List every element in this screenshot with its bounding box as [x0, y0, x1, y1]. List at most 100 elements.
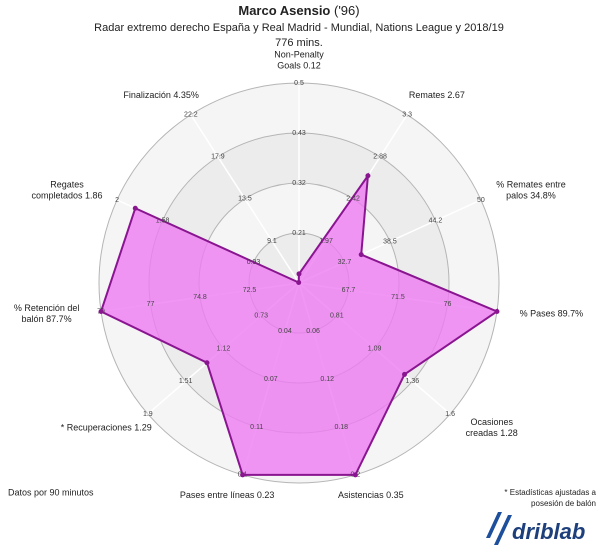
tick-label: 0.32 — [292, 180, 306, 187]
vertex — [296, 271, 302, 277]
tick-label: 0.73 — [254, 313, 268, 320]
tick-label: 13.5 — [238, 196, 252, 203]
tick-label: 71.5 — [391, 294, 405, 301]
value-label: 0.35 — [386, 490, 404, 500]
axis-label-line: Finalización — [123, 91, 171, 101]
tick-label: 0.93 — [247, 259, 261, 266]
value-label: 0.23 — [257, 490, 275, 500]
subtitle: Radar extremo derecho España y Real Madr… — [94, 22, 504, 34]
tick-label: 50 — [477, 197, 485, 204]
tick-label: 0.12 — [320, 376, 334, 383]
tick-label: 0.06 — [306, 328, 320, 335]
value-label: 2.67 — [447, 91, 465, 101]
tick-label: 32.7 — [338, 259, 352, 266]
vertex — [352, 472, 358, 478]
value-label: 1.86 — [85, 191, 103, 201]
vertex — [296, 280, 302, 286]
brand-logo — [486, 512, 512, 545]
axis-label: % Retención del balón 87.7% — [14, 303, 80, 324]
axis-label: Non-Penalty Goals 0.12 — [274, 50, 324, 71]
note-left: Datos por 90 minutos — [8, 487, 94, 497]
tick-label: 0.11 — [250, 424, 263, 431]
brand: driblab — [512, 519, 585, 544]
tick-label: 2.42 — [346, 196, 360, 203]
axis-label-line: Remates — [409, 91, 446, 101]
value-label: 87.7% — [46, 314, 72, 324]
axis-label: Asistencias 0.35 — [338, 490, 404, 500]
axis-label-line: % Pases — [520, 309, 556, 319]
axis-label-line: * Recuperaciones — [61, 423, 133, 433]
tick-label: 1.97 — [319, 238, 333, 245]
tick-label: 44.2 — [429, 218, 443, 225]
tick-label: 2 — [115, 197, 119, 204]
tick-label: 0.18 — [334, 424, 348, 431]
axis-label-line: Asistencias — [338, 490, 384, 500]
axis-label-line: Non-Penalty — [274, 50, 324, 60]
tick-label: 1.6 — [445, 411, 455, 418]
title-suffix: ('96) — [334, 3, 360, 18]
value-label: 34.8% — [530, 191, 556, 201]
tick-label: 0.04 — [278, 328, 292, 335]
vertex — [204, 360, 210, 366]
tick-label: 74.8 — [193, 294, 207, 301]
tick-label: 1.9 — [143, 411, 153, 418]
vertex — [365, 173, 371, 179]
axis-label-line: palos — [506, 191, 528, 201]
tick-label: 1.51 — [179, 378, 193, 385]
axis-label: Ocasiones creadas 1.28 — [466, 417, 518, 438]
axis-label: Pases entre líneas 0.23 — [180, 490, 275, 500]
axis-label-line: % Remates entre — [496, 180, 566, 190]
tick-label: 0.21 — [292, 230, 306, 237]
value-label: 1.28 — [500, 428, 518, 438]
axis-label-line: Regates — [50, 180, 84, 190]
tick-label: 1.12 — [217, 345, 231, 352]
note-right: * Estadísticas ajustadas a — [504, 488, 596, 497]
axis-label: Regates completados 1.86 — [32, 180, 103, 201]
tick-label: 72.5 — [243, 287, 257, 294]
value-label: 1.29 — [134, 423, 152, 433]
chart-title: Marco Asensio ('96) — [238, 3, 359, 18]
tick-label: 0.81 — [330, 313, 344, 320]
axis-line — [190, 114, 300, 284]
tick-label: 67.7 — [342, 287, 356, 294]
radar-area — [99, 172, 500, 476]
axis-label-line: creadas — [466, 428, 499, 438]
vertex — [494, 308, 500, 314]
tick-label: 1.36 — [406, 378, 420, 385]
value-label: 89.7% — [558, 309, 584, 319]
vertex — [98, 308, 104, 314]
vertex — [358, 252, 364, 258]
tick-label: 9.1 — [267, 238, 277, 245]
tick-label: 0.07 — [264, 376, 278, 383]
vertex — [402, 371, 408, 377]
value-label: 4.35% — [173, 91, 199, 101]
tick-label: 1.09 — [368, 345, 382, 352]
tick-label: 3.3 — [402, 112, 412, 119]
tick-label: 22.2 — [184, 112, 198, 119]
axis-label: % Remates entre palos 34.8% — [496, 180, 566, 201]
tick-label: 76 — [444, 301, 452, 308]
title-name: Marco Asensio — [238, 3, 330, 18]
note-right: posesión de balón — [531, 499, 596, 508]
vertex — [240, 472, 246, 478]
minutes: 776 mins. — [275, 37, 323, 49]
axis-label: % Pases 89.7% — [520, 309, 584, 319]
tick-label: 1.58 — [156, 218, 170, 225]
axis-label-line: balón — [22, 314, 44, 324]
tick-label: 2.88 — [373, 154, 387, 161]
axis-label-line: Ocasiones — [470, 417, 513, 427]
tick-label: 0.5 — [294, 80, 304, 87]
tick-label: 38.5 — [383, 238, 397, 245]
value-label: 0.12 — [303, 61, 321, 71]
axis-label: Remates 2.67 — [409, 91, 465, 101]
vertex — [132, 205, 138, 211]
tick-label: 77 — [147, 301, 155, 308]
axis-label-line: % Retención del — [14, 303, 80, 313]
axis-label: Finalización 4.35% — [123, 91, 199, 101]
axis-label-line: completados — [32, 191, 84, 201]
axis-label-line: Pases entre líneas — [180, 490, 255, 500]
axis-label-line: Goals — [277, 61, 301, 71]
axis-label: * Recuperaciones 1.29 — [61, 423, 152, 433]
tick-label: 0.43 — [292, 130, 306, 137]
